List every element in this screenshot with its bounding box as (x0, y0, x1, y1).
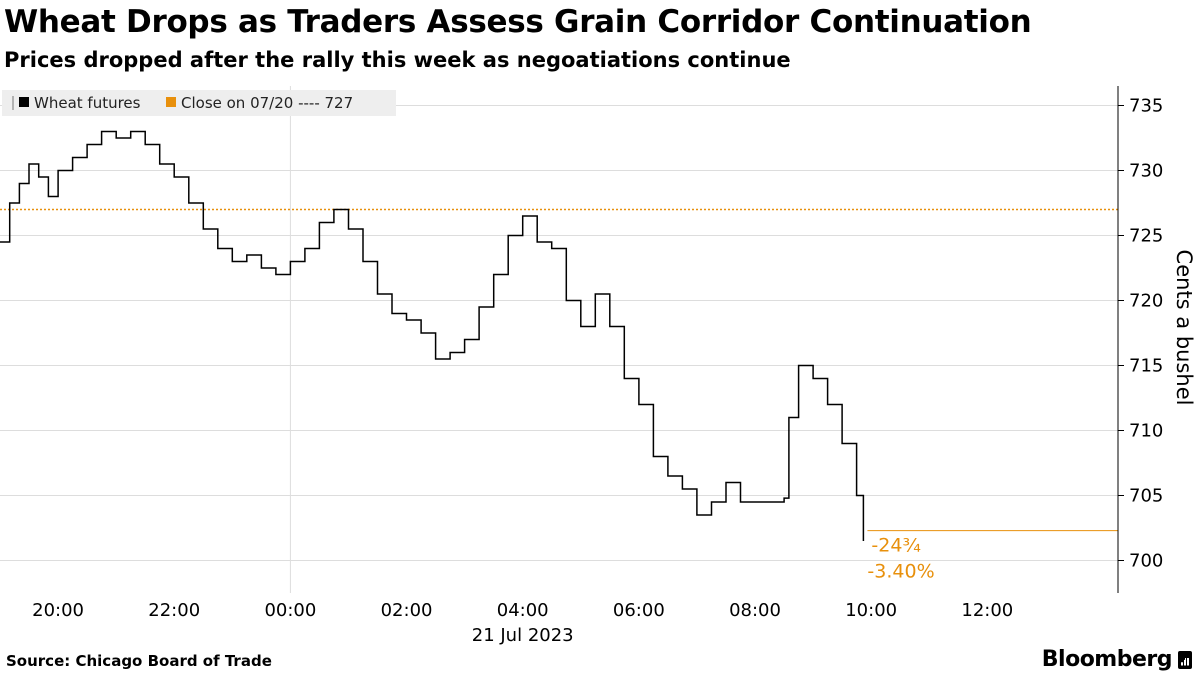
grid (0, 86, 1118, 593)
legend-item-close: Close on 07/20 ---- 727 (166, 94, 353, 112)
bloomberg-logo: Bloomberg (1042, 647, 1192, 672)
bloomberg-terminal-icon (1178, 650, 1192, 669)
black-square-icon (19, 97, 29, 107)
series-line (0, 130, 865, 541)
x-tick-label: 22:00 (148, 600, 200, 621)
x-tick-label: 02:00 (381, 600, 433, 621)
change-pct-annotation: -3.40% (867, 561, 934, 583)
x-tick-label: 20:00 (32, 600, 84, 621)
y-tick-label: 725 (1129, 226, 1163, 247)
y-tick-label: 710 (1129, 421, 1163, 442)
y-axis-title: Cents a bushel (1172, 250, 1196, 406)
legend-label-close: Close on 07/20 ---- 727 (181, 94, 353, 112)
y-ticks: 700 705 710 715 720 725 730 735 (1118, 96, 1163, 572)
y-tick-label: 705 (1129, 486, 1163, 507)
y-tick-label: 700 (1129, 551, 1163, 572)
x-ticks: 20:00 22:00 00:00 02:00 04:00 06:00 08:00 10:00… (32, 600, 1013, 621)
x-tick-label: 10:00 (845, 600, 897, 621)
source-note: Source: Chicago Board of Trade (6, 652, 272, 670)
y-tick-label: 715 (1129, 356, 1163, 377)
x-tick-label: 04:00 (497, 600, 549, 621)
chart-title: Wheat Drops as Traders Assess Grain Corr… (4, 4, 1032, 40)
x-date-label: 21 Jul 2023 (472, 625, 574, 646)
y-tick-label: 720 (1129, 291, 1163, 312)
orange-square-icon (166, 97, 176, 107)
x-tick-label: 00:00 (264, 600, 316, 621)
x-tick-label: 06:00 (613, 600, 665, 621)
chart-subtitle: Prices dropped after the rally this week… (4, 48, 791, 72)
legend-label-wheat-futures: Wheat futures (34, 94, 141, 112)
legend-background (2, 90, 396, 116)
legend-item-wheat-futures: Wheat futures (12, 94, 141, 112)
y-tick-label: 735 (1129, 96, 1163, 117)
x-tick-label: 08:00 (729, 600, 781, 621)
change-annotation: -24¾ (871, 535, 920, 557)
x-tick-label: 12:00 (961, 600, 1013, 621)
brand-name: Bloomberg (1041, 647, 1173, 672)
legend: Wheat futures Close on 07/20 ---- 727 (2, 90, 396, 116)
y-tick-label: 730 (1129, 161, 1163, 182)
